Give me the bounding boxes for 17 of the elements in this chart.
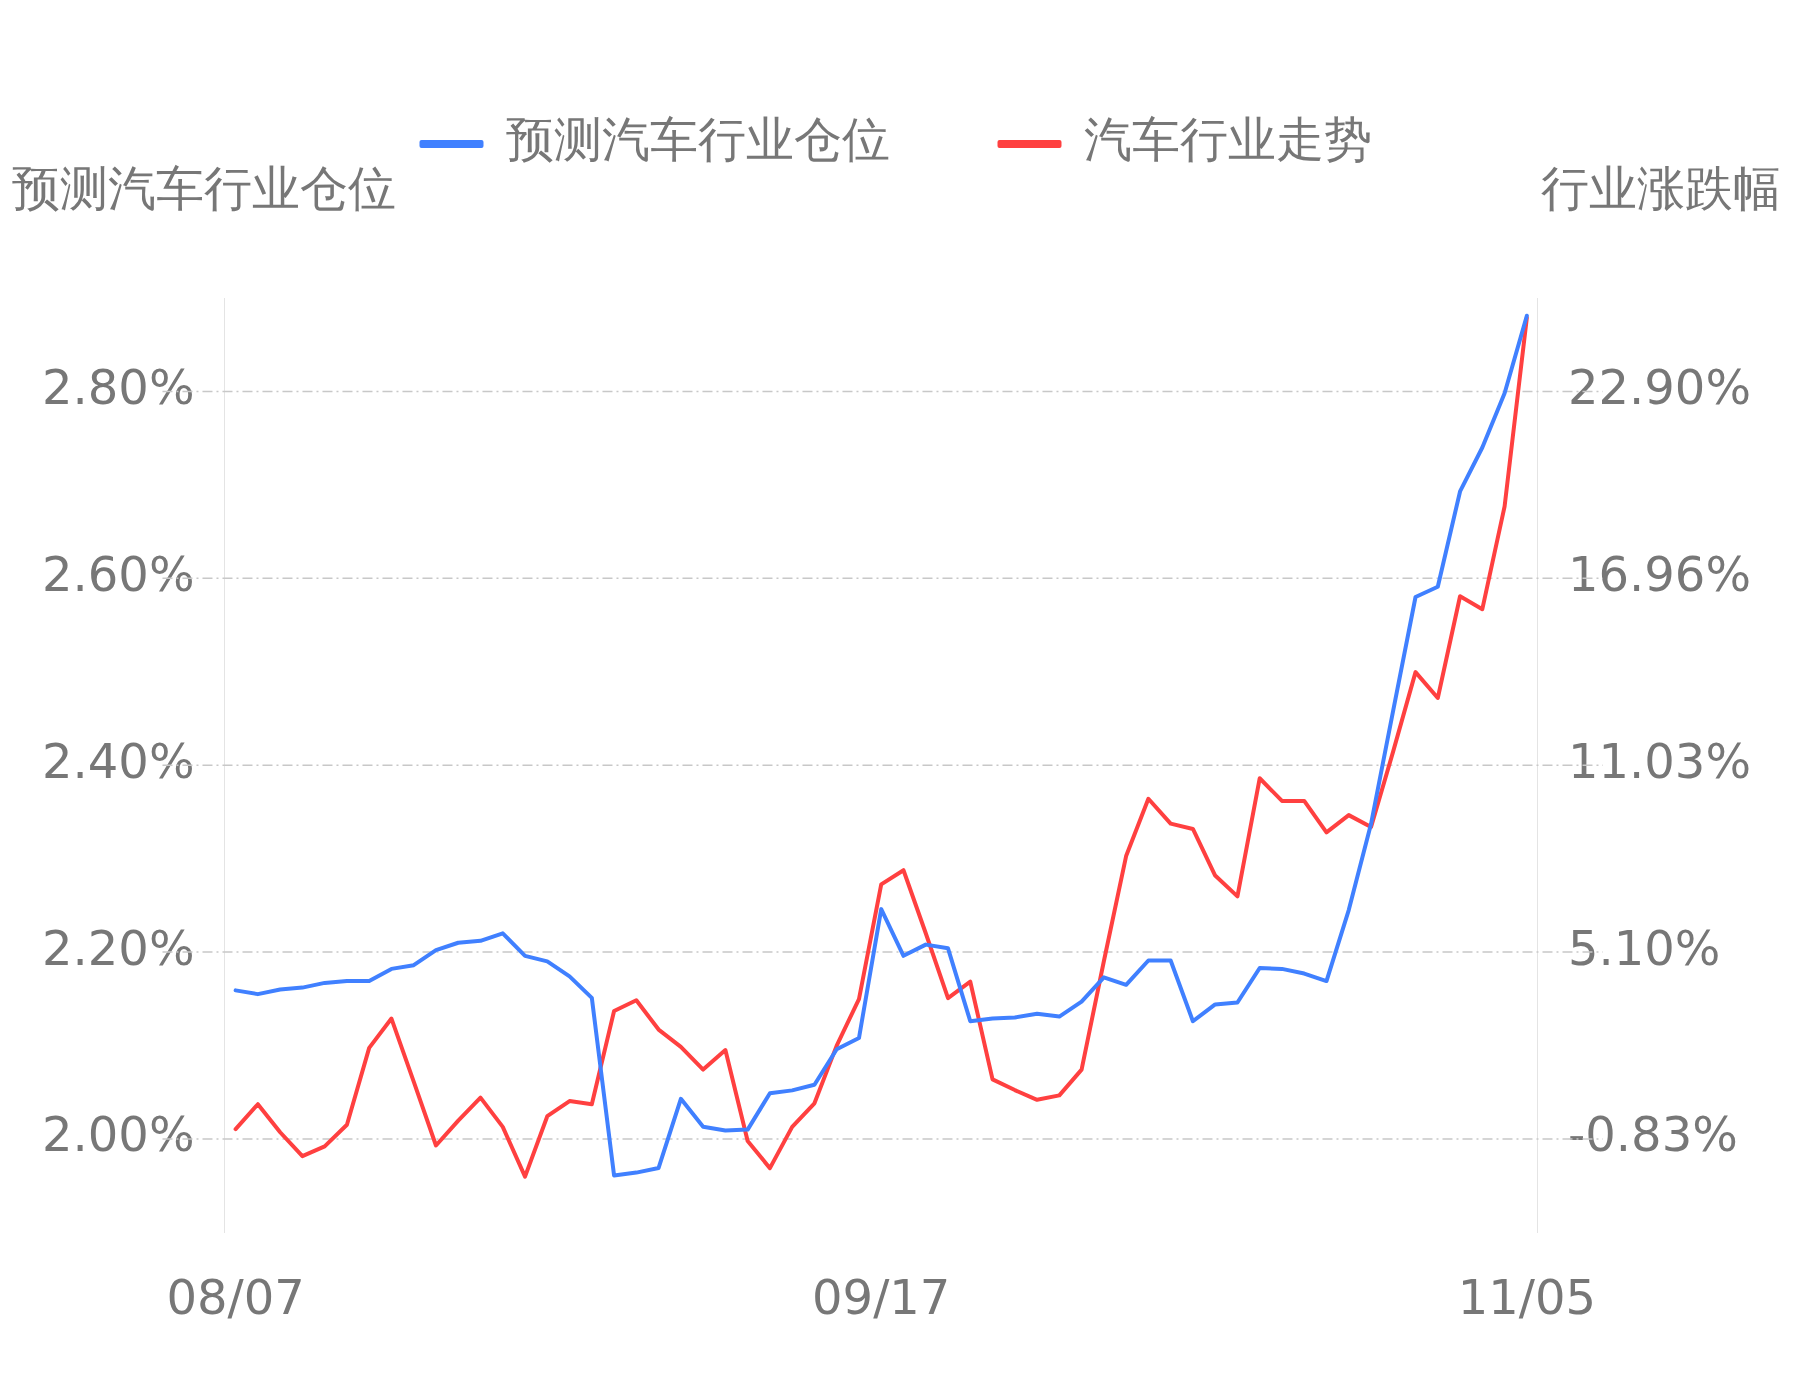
y2-axis-title: 行业涨跌幅 xyxy=(1541,160,1781,217)
y2-tick-label: 5.10% xyxy=(1567,919,1721,976)
y-tick-label: 2.80% xyxy=(42,358,195,415)
legend-label: 预测汽车行业仓位 xyxy=(505,111,890,168)
x-tick-label: 11/05 xyxy=(1457,1268,1597,1325)
y-tick-label: 2.00% xyxy=(42,1106,195,1163)
legend-label: 汽车行业走势 xyxy=(1083,111,1372,168)
y-axis-title: 预测汽车行业仓位 xyxy=(12,160,396,217)
y-tick-label: 2.60% xyxy=(42,545,195,602)
y-tick-label: 2.20% xyxy=(42,919,195,976)
y2-tick-label: 16.96% xyxy=(1567,546,1752,603)
y-tick-label: 2.40% xyxy=(42,732,195,789)
x-tick-label: 09/17 xyxy=(812,1268,951,1325)
x-tick-label: 08/07 xyxy=(166,1268,305,1325)
y2-tick-label: 22.90% xyxy=(1567,359,1752,415)
y2-tick-label: 11.03% xyxy=(1567,732,1752,789)
y2-tick-label: -0.83% xyxy=(1567,1106,1738,1163)
